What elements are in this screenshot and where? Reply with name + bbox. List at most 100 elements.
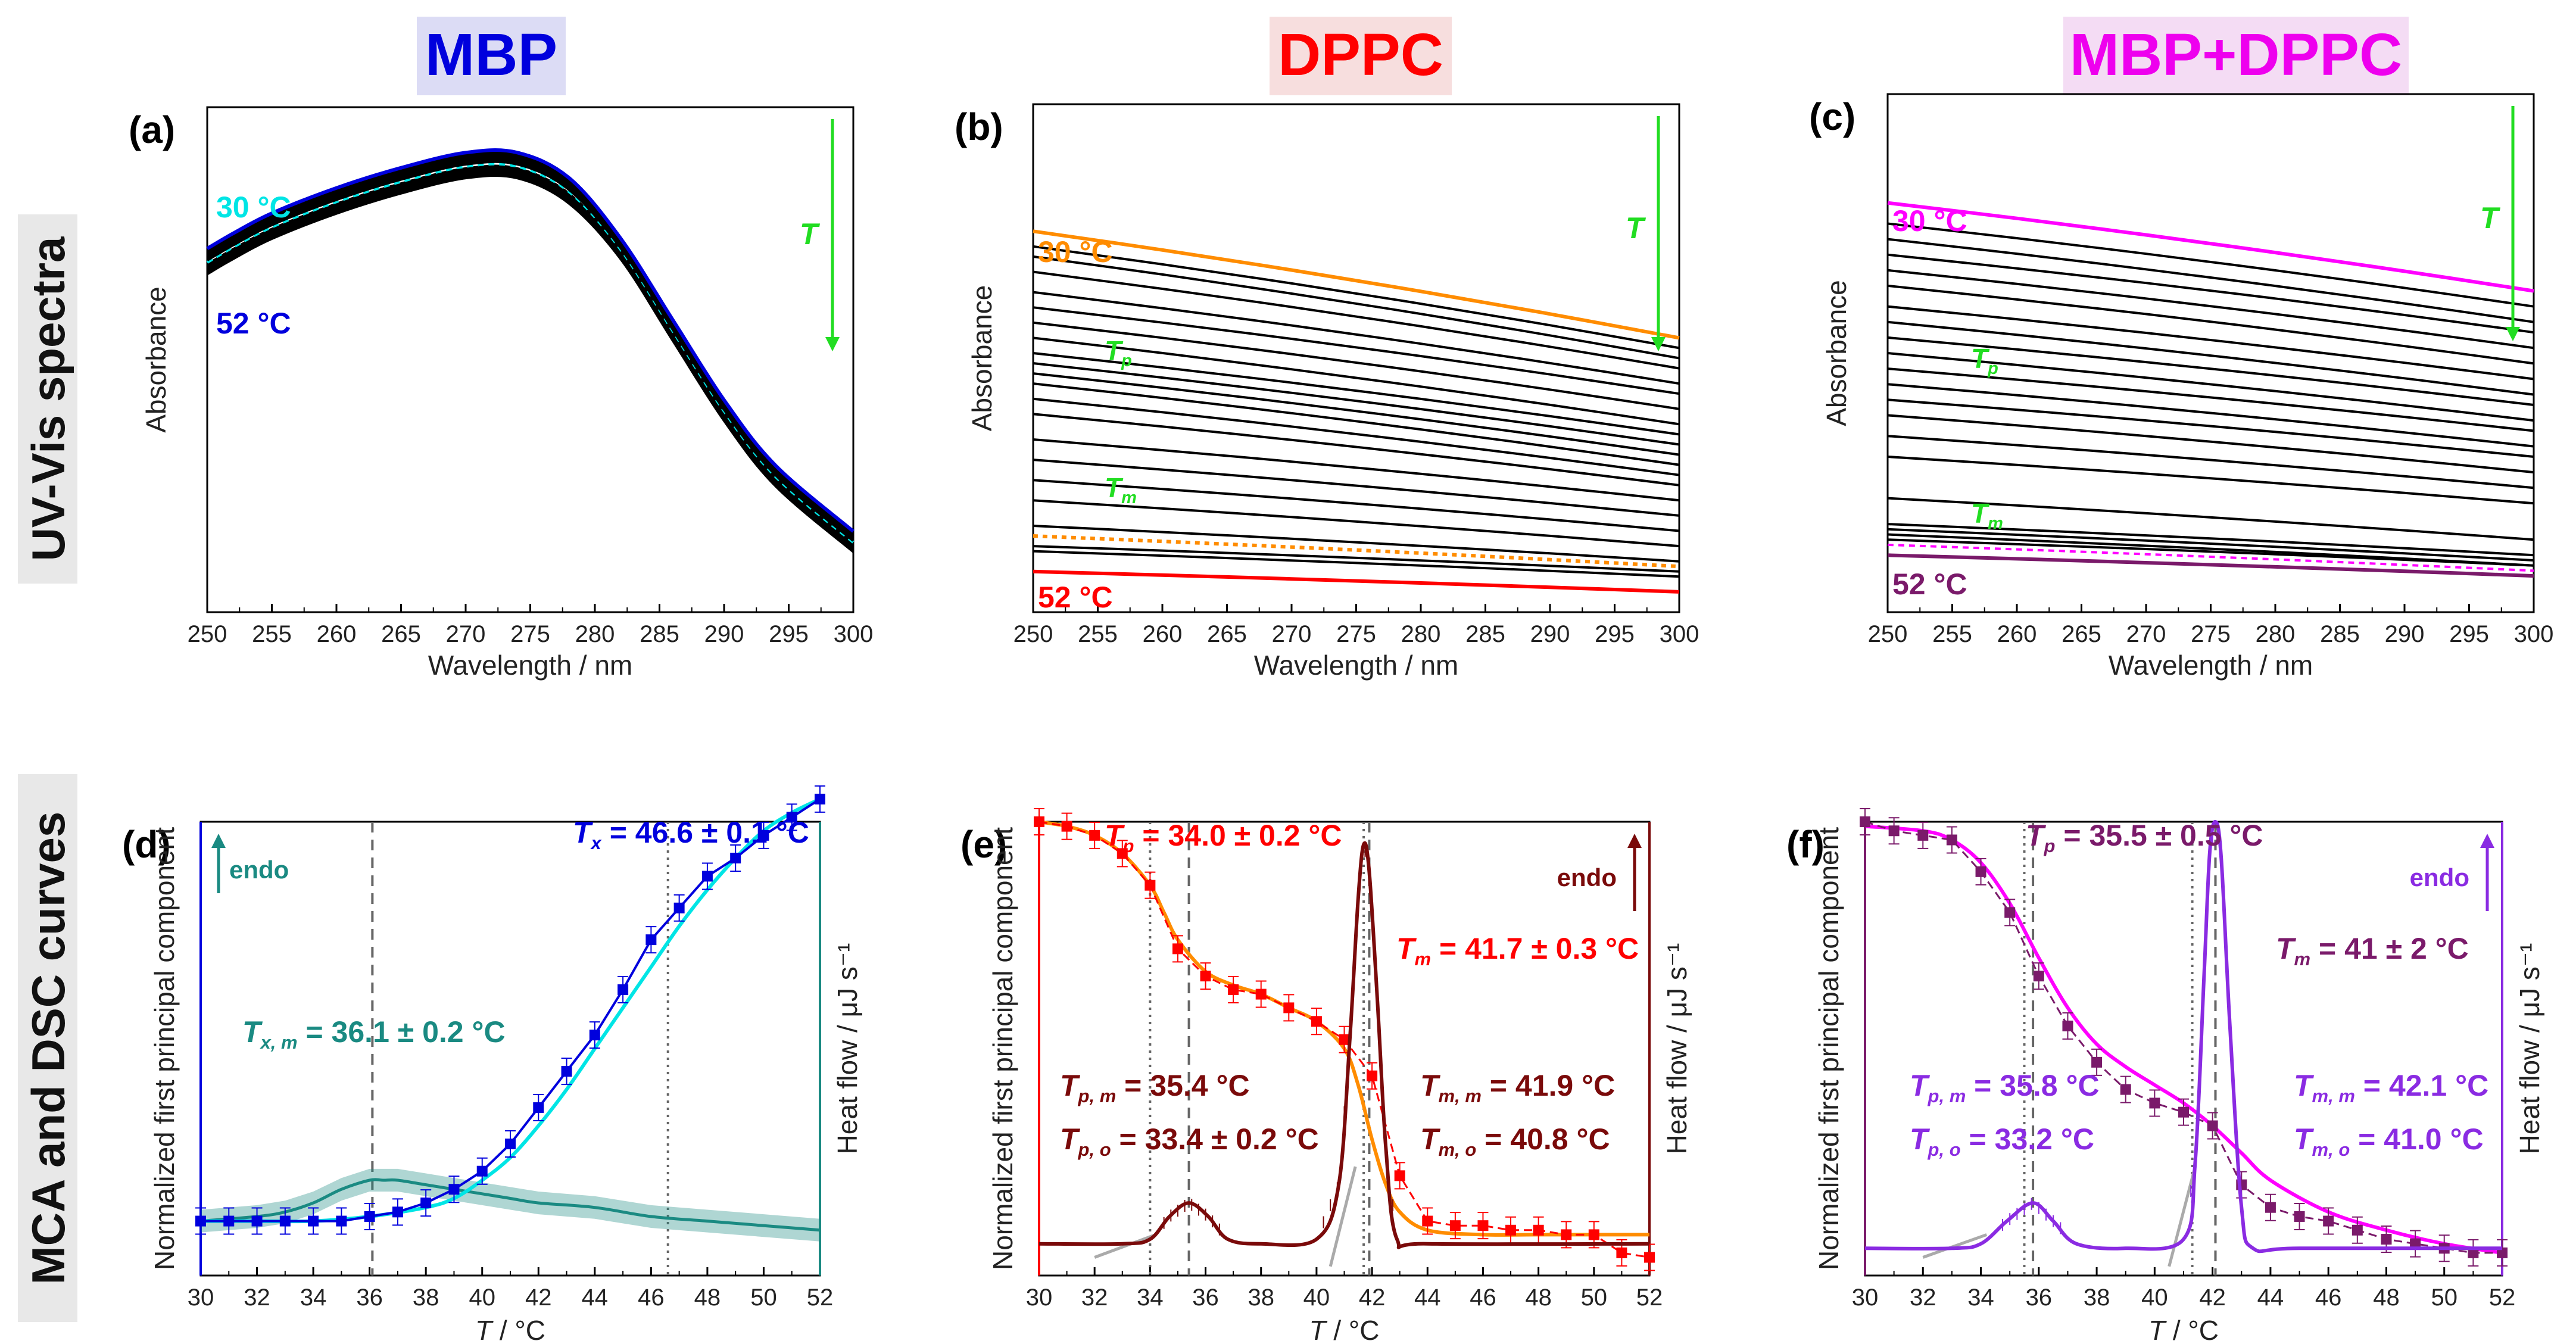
x-tick-label-e: 40: [1303, 1284, 1330, 1311]
x-tick-label-f: 32: [1910, 1284, 1936, 1311]
panel-label-e: (e): [960, 823, 1007, 866]
panel-f: 30 32 34 36 38 40 42 44 46 48 50 52 (f) T / °C Normali…: [1786, 808, 2545, 1344]
spectrum-trace-c: [1887, 383, 2534, 448]
spectrum-trace-c: [1887, 367, 2534, 432]
spectrum-trace-c: [1887, 553, 2534, 578]
x-tick-label-b: 270: [1272, 621, 1312, 647]
x-tick-label-e: 42: [1359, 1284, 1386, 1311]
mca-d-point: [561, 1066, 572, 1077]
x-tick-label-a: 260: [317, 621, 357, 647]
mca-f-point: [2352, 1224, 2363, 1236]
annotation-txm-d: Tx, m = 36.1 ± 0.2 °C: [242, 1015, 506, 1053]
x-tick-label-b: 295: [1595, 621, 1635, 647]
x-tick-label-d: 46: [638, 1284, 665, 1311]
spectrum-trace-b: [1033, 397, 1680, 476]
x-tick-label-d: 30: [188, 1284, 214, 1311]
mca-d-point: [589, 1030, 600, 1041]
panel-label-b: (b): [955, 105, 1003, 148]
y-axis-left-title-f: Normalized first principal component: [1813, 827, 1844, 1270]
x-tick-label-f: 30: [1852, 1284, 1879, 1311]
x-tick-label-a: 275: [510, 621, 550, 647]
header-mix: MBP+DPPC: [2070, 21, 2402, 88]
onset-tangent-f: [2168, 1166, 2197, 1267]
spectrum-trace-b: [1033, 372, 1680, 456]
spectrum-trace-b: [1033, 382, 1680, 466]
spectrum-trace-b: [1033, 291, 1680, 385]
spectrum-trace-b: [1033, 413, 1680, 487]
x-tick-label-a: 255: [252, 621, 292, 647]
spectrum-trace-b: [1033, 525, 1680, 563]
spectrum-trace-c: [1887, 414, 2534, 474]
header-mbp: MBP: [425, 21, 557, 88]
x-tick-label-d: 36: [356, 1284, 383, 1311]
header-dppc: DPPC: [1278, 21, 1443, 88]
mca-d-point: [815, 793, 825, 804]
y-axis-right-title-f: Heat flow / μJ s⁻¹: [2514, 943, 2545, 1155]
x-tick-label-b: 280: [1401, 621, 1441, 647]
spectrum-trace-a: [206, 169, 854, 550]
mca-d-point: [251, 1215, 263, 1227]
spectrum-trace-c: [1887, 533, 2534, 567]
x-tick-label-c: 285: [2320, 621, 2360, 647]
spectrum-trace-c: [1887, 269, 2534, 350]
spectrum-trace-a: [206, 171, 854, 551]
endo-arrow-e-head: [1627, 834, 1642, 848]
panel-label-d: (d): [122, 823, 171, 866]
endo-arrow-d-head: [211, 834, 226, 848]
side-label-row2-bg: [18, 774, 77, 1322]
fit-curve-f: [1864, 824, 2503, 1255]
x-tick-label-b: 290: [1530, 621, 1570, 647]
label-first-temp-b: 30 °C: [1038, 235, 1113, 269]
mca-d-point: [279, 1215, 291, 1227]
label-tm-c: Tm: [1971, 498, 2003, 533]
x-axis-title-c: Wavelength / nm: [2109, 650, 2313, 681]
endo-label-d: endo: [229, 856, 289, 884]
spectrum-trace-c: [1887, 222, 2534, 308]
mca-f-point: [2294, 1211, 2305, 1222]
mca-f-point: [1860, 816, 1870, 827]
x-tick-label-b: 285: [1465, 621, 1505, 647]
x-tick-label-d: 38: [413, 1284, 439, 1311]
x-tick-label-c: 260: [1997, 621, 2037, 647]
mca-f-point: [2149, 1097, 2160, 1109]
x-tick-label-a: 285: [640, 621, 679, 647]
header-mbp-bg: [417, 17, 566, 95]
endo-label-e: endo: [1557, 863, 1617, 891]
mca-e-point: [1089, 830, 1100, 841]
side-label-row2: MCA and DSC curves: [22, 812, 74, 1285]
x-tick-label-d: 50: [750, 1284, 777, 1311]
x-tick-label-b: 250: [1013, 621, 1053, 647]
mca-d-point: [758, 830, 769, 841]
spectrum-trace-b: [1033, 306, 1680, 395]
y-axis-right-title-d: Heat flow / μJ s⁻¹: [832, 943, 863, 1155]
annotation-tp-e: Tp = 34.0 ± 0.2 °C: [1105, 819, 1342, 856]
mca-e-point: [1228, 984, 1239, 995]
temperature-arrow-label-c: T: [2480, 201, 2501, 235]
mca-f-point: [2323, 1215, 2334, 1227]
x-tick-label-f: 44: [2257, 1284, 2284, 1311]
endo-label-f: endo: [2410, 863, 2469, 891]
x-tick-label-e: 38: [1248, 1284, 1274, 1311]
x-tick-label-c: 250: [1868, 621, 1908, 647]
mca-e-point: [1311, 1016, 1322, 1027]
mca-d-point: [448, 1184, 460, 1195]
mca-f-point: [2207, 1120, 2218, 1131]
mca-e-point: [1200, 971, 1211, 982]
mca-e-point: [1533, 1224, 1544, 1236]
mca-e-point: [1117, 848, 1128, 859]
x-tick-label-d: 52: [807, 1284, 834, 1311]
x-tick-label-e: 36: [1192, 1284, 1219, 1311]
mca-e-point: [1172, 943, 1183, 955]
panel-label-f: (f): [1786, 823, 1825, 866]
spectrum-trace-c: [1887, 320, 2534, 396]
x-tick-label-f: 48: [2373, 1284, 2400, 1311]
mca-d-point: [336, 1215, 347, 1227]
spectrum-trace-b: [1033, 362, 1680, 446]
x-tick-label-f: 42: [2199, 1284, 2226, 1311]
temperature-arrow-b-head: [1651, 337, 1666, 351]
x-tick-label-e: 34: [1137, 1284, 1164, 1311]
x-axis-title-a: Wavelength / nm: [428, 650, 632, 681]
x-axis-title-b: Wavelength / nm: [1254, 650, 1458, 681]
x-axis-title-d: T / °C: [475, 1315, 545, 1344]
x-tick-label-a: 270: [446, 621, 486, 647]
